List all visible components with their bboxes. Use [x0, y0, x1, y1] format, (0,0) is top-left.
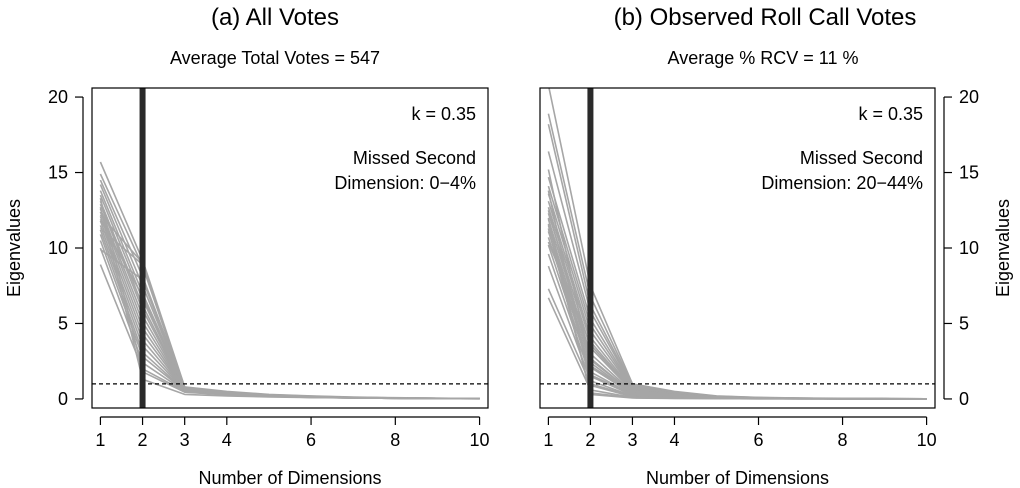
- x-tick-label: 6: [306, 430, 316, 450]
- eigenvalue-series-line: [547, 200, 927, 400]
- panel-all-votes: (a) All Votes Average Total Votes = 547 …: [4, 4, 490, 488]
- missed-dimension-annotation: Missed Second: [800, 148, 923, 168]
- x-axis-label: Number of Dimensions: [198, 468, 381, 488]
- y-tick-label: 20: [48, 87, 68, 107]
- plot-area: [92, 88, 488, 408]
- eigenvalue-series-line: [547, 169, 927, 400]
- x-tick-label: 8: [390, 430, 400, 450]
- chart-subtitle: Average % RCV = 11 %: [667, 48, 859, 68]
- y-tick-label: 5: [959, 313, 969, 333]
- chart-title: (b) Observed Roll Call Votes: [613, 4, 917, 31]
- panel-observed-roll-call-votes: (b) Observed Roll Call Votes Average % R…: [510, 0, 1020, 488]
- y-tick-label: 15: [48, 163, 68, 183]
- plot-frame: [539, 87, 936, 409]
- plot-area: [540, 88, 935, 408]
- eigenvalue-series-line: [99, 214, 480, 400]
- eigenvalue-series-line: [547, 176, 927, 400]
- k-annotation: k = 0.35: [858, 104, 923, 124]
- x-tick-label: 3: [180, 430, 190, 450]
- k-annotation: k = 0.35: [411, 104, 476, 124]
- x-tick-label: 10: [470, 430, 490, 450]
- y-tick-label: 5: [58, 313, 68, 333]
- y-tick-label: 10: [959, 238, 979, 258]
- eigenvalue-series-line: [99, 190, 480, 400]
- eigenvalue-series-line: [547, 228, 927, 400]
- y-tick-label: 15: [959, 163, 979, 183]
- chart-title: (a) All Votes: [210, 4, 340, 31]
- x-tick-label: 4: [222, 430, 232, 450]
- x-tick-label: 3: [627, 430, 637, 450]
- x-tick-label: 1: [543, 430, 553, 450]
- x-tick-label: 10: [917, 430, 937, 450]
- x-tick-label: 2: [585, 430, 595, 450]
- x-tick-label: 2: [138, 430, 148, 450]
- x-tick-label: 8: [838, 430, 848, 450]
- y-tick-label: 10: [48, 238, 68, 258]
- eigenvalue-series-line: [99, 161, 480, 400]
- plot-frame: [91, 87, 489, 409]
- eigenvalue-series-line: [99, 218, 480, 400]
- eigenvalue-plot-all-votes: 1 2 3 4 6 8 10 Number of Dimensions 0 5 10 15 20 Eige…: [4, 87, 490, 488]
- x-tick-label: 6: [754, 430, 764, 450]
- missed-dimension-annotation: Dimension: 0−4%: [334, 173, 476, 193]
- y-tick-label: 0: [58, 389, 68, 409]
- eigenvalue-series-line: [547, 210, 927, 400]
- missed-dimension-annotation: Missed Second: [353, 148, 476, 168]
- eigenvalue-plot-observed-roll-call: 1 2 3 4 6 8 10 Number of Dimensions 0 5 10 15 20 Eige…: [539, 87, 1013, 488]
- y-tick-label: 0: [959, 389, 969, 409]
- y-axis-label: Eigenvalues: [993, 199, 1013, 297]
- missed-dimension-annotation: Dimension: 20−44%: [761, 173, 923, 193]
- x-tick-label: 1: [95, 430, 105, 450]
- x-tick-label: 4: [669, 430, 679, 450]
- x-axis-label: Number of Dimensions: [646, 468, 829, 488]
- y-axis-label: Eigenvalues: [4, 199, 24, 297]
- chart-subtitle: Average Total Votes = 547: [170, 48, 380, 68]
- y-tick-label: 20: [959, 87, 979, 107]
- eigenvalue-series-line: [547, 231, 927, 400]
